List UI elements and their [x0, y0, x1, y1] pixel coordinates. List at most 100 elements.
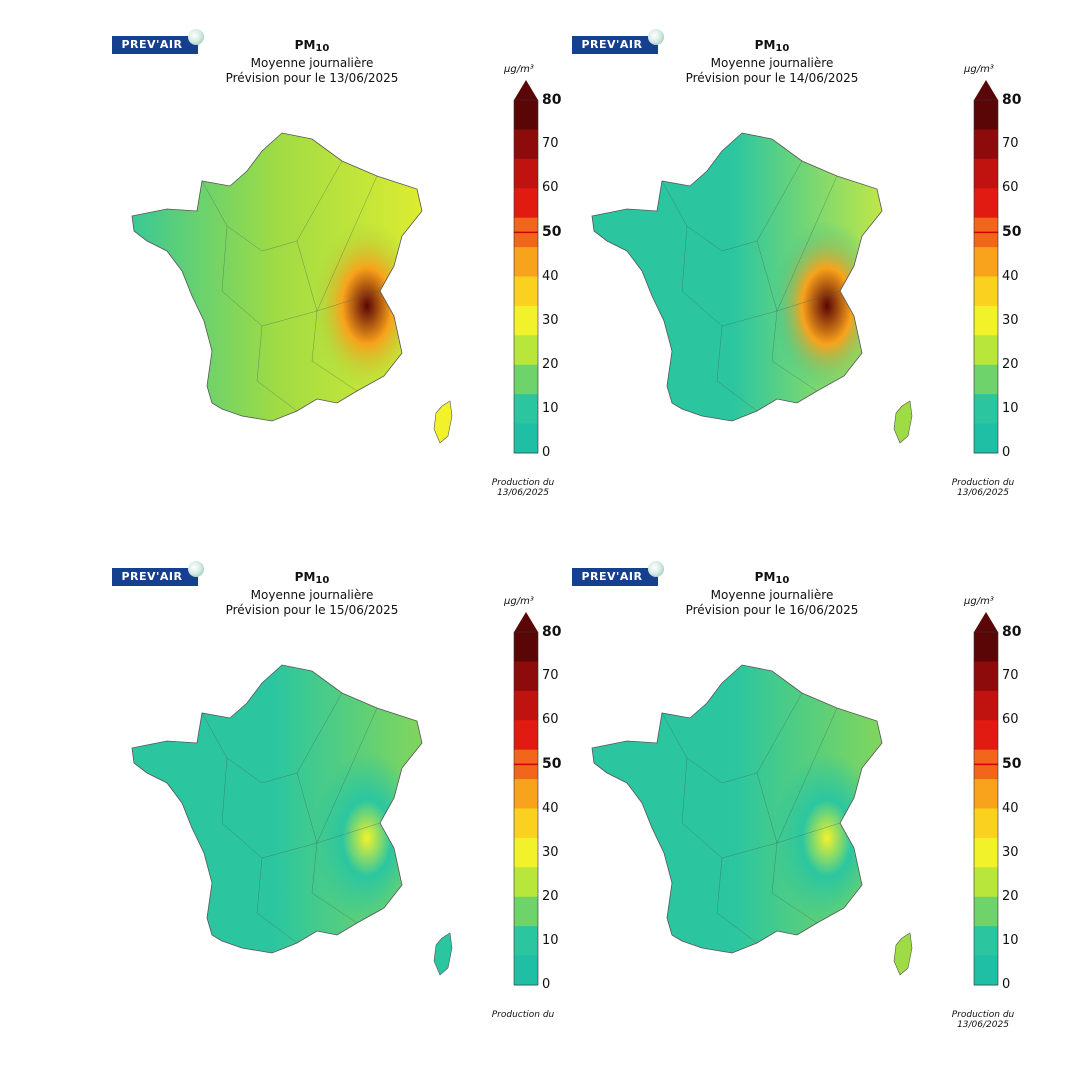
forecast-panel: PREV'AIR PM10 Moyenne journalière Prévision…: [112, 29, 632, 536]
production-label: Production du 13/06/2025: [491, 478, 555, 498]
colorbar-tick-label: 20: [1002, 356, 1019, 372]
pollutant-name: PM: [294, 38, 316, 52]
alpine-hotspot: [772, 753, 882, 923]
aggregation-label: Moyenne journalière: [250, 56, 374, 70]
production-label: Production du: [491, 1010, 555, 1020]
logo-dot-icon: [188, 561, 204, 577]
pollutant-subscript: 10: [775, 575, 790, 586]
colorbar-tick-label: 10: [1002, 400, 1019, 416]
colorbar-tick-label: 70: [542, 668, 559, 684]
colorbar-segment: [514, 837, 538, 868]
forecast-date-label: Prévision pour le 15/06/2025: [225, 603, 399, 617]
colorbar: [513, 612, 539, 986]
map-title: PM10 Moyenne journalière Prévision pour le…: [192, 38, 432, 86]
colorbar-segment: [974, 394, 998, 425]
colorbar-unit: µg/m³: [504, 64, 534, 75]
colorbar-segment: [974, 188, 998, 219]
colorbar-tick-label: 80: [542, 92, 562, 108]
colorbar-tick-label: 60: [1002, 180, 1019, 196]
production-label: Production du 13/06/2025: [951, 478, 1015, 498]
colorbar-segment: [514, 158, 538, 189]
colorbar-unit: µg/m³: [964, 596, 994, 607]
region-boundary: [756, 772, 818, 924]
logo-dot-icon: [188, 29, 204, 45]
colorbar-segment: [514, 188, 538, 219]
colorbar-segment: [974, 955, 998, 986]
colorbar-tick-label: 40: [542, 800, 559, 816]
colorbar-tick-label: 70: [542, 136, 559, 152]
region-boundary: [201, 160, 343, 252]
prevair-logo: PREV'AIR: [112, 29, 204, 54]
france-map: [591, 132, 913, 444]
concentration-field: [132, 133, 422, 421]
region-boundary: [256, 857, 298, 944]
colorbar-tick-label: 0: [542, 977, 551, 992]
colorbar-segment: [514, 690, 538, 721]
colorbar-segment: [974, 808, 998, 839]
colorbar-segment: [514, 129, 538, 160]
colorbar-segment: [974, 720, 998, 751]
colorbar-unit: µg/m³: [964, 64, 994, 75]
corsica-island: [893, 400, 913, 444]
colorbar-segment: [974, 661, 998, 692]
region-boundary: [716, 325, 758, 412]
colorbar-segment: [514, 247, 538, 277]
colorbar-segment: [514, 100, 538, 130]
concentration-field: [592, 665, 882, 953]
colorbar: [973, 80, 999, 454]
corsica-island: [433, 932, 453, 976]
forecast-date-label: Prévision pour le 16/06/2025: [685, 603, 859, 617]
pollutant-subscript: 10: [315, 43, 330, 54]
colorbar-segment: [514, 661, 538, 692]
colorbar-tick-label: 60: [1002, 712, 1019, 728]
france-map: [131, 132, 453, 444]
colorbar-tick-label: 60: [542, 180, 559, 196]
concentration-field: [132, 665, 422, 953]
colorbar-segment: [514, 632, 538, 662]
colorbar-segment: [514, 779, 538, 809]
colorbar-segment: [974, 100, 998, 130]
colorbar-segment: [974, 632, 998, 662]
pollutant-subscript: 10: [775, 43, 790, 54]
forecast-date-label: Prévision pour le 14/06/2025: [685, 71, 859, 85]
pollutant-subscript: 10: [315, 575, 330, 586]
region-boundary: [316, 290, 381, 312]
pollutant-name: PM: [754, 38, 776, 52]
colorbar-segment: [974, 276, 998, 307]
colorbar-segment: [974, 896, 998, 927]
colorbar-extend-arrow: [974, 612, 998, 632]
colorbar-tick-label: 20: [542, 888, 559, 904]
colorbar-tick-label: 30: [542, 312, 559, 328]
colorbar-segment: [514, 335, 538, 366]
colorbar-tick-label: 0: [542, 445, 551, 460]
colorbar-segment: [514, 423, 538, 454]
colorbar-unit: µg/m³: [504, 596, 534, 607]
colorbar-segment: [974, 867, 998, 898]
colorbar-tick-label: 0: [1002, 445, 1011, 460]
aggregation-label: Moyenne journalière: [710, 588, 834, 602]
colorbar-tick-label: 70: [1002, 668, 1019, 684]
alpine-hotspot: [312, 221, 422, 391]
prevair-logo: PREV'AIR: [572, 29, 664, 54]
colorbar-extend-arrow: [514, 612, 538, 632]
colorbar-segment: [514, 394, 538, 425]
colorbar-segment: [974, 926, 998, 957]
forecast-panel: PREV'AIR PM10 Moyenne journalière Prévision…: [572, 29, 1074, 536]
colorbar-tick-label: 30: [1002, 844, 1019, 860]
colorbar-tick-label: 30: [1002, 312, 1019, 328]
alpine-hotspot: [312, 753, 422, 923]
colorbar-tick-label: 50: [542, 224, 562, 241]
pollutant-name: PM: [294, 570, 316, 584]
colorbar-tick-label: 30: [542, 844, 559, 860]
prevair-logo: PREV'AIR: [112, 561, 204, 586]
colorbar-tick-label: 60: [542, 712, 559, 728]
alpine-hotspot: [772, 221, 882, 391]
region-boundary: [661, 160, 803, 252]
colorbar-segment: [514, 364, 538, 395]
colorbar-segment: [974, 158, 998, 189]
colorbar-segment: [974, 364, 998, 395]
colorbar-segment: [974, 837, 998, 868]
colorbar-tick-label: 80: [1002, 92, 1022, 108]
colorbar-segment: [514, 808, 538, 839]
forecast-grid: PREV'AIR PM10 Moyenne journalière Prévision…: [112, 29, 1074, 1030]
